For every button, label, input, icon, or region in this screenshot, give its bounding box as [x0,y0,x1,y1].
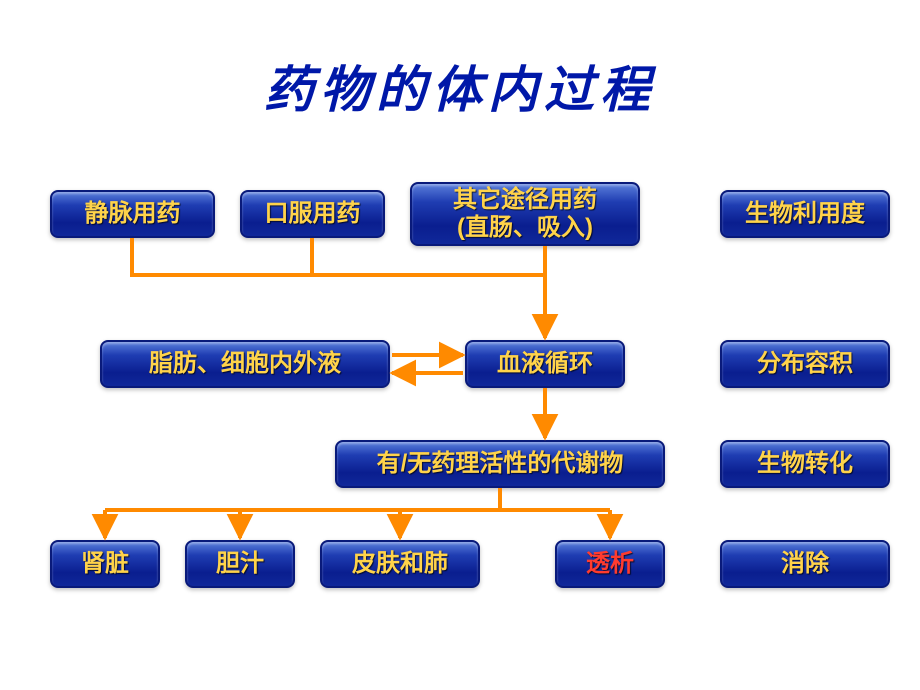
node-bile: 胆汁 [185,540,295,588]
node-iv: 静脉用药 [50,190,215,238]
node-fat-label: 脂肪、细胞内外液 [149,350,341,378]
node-iv-label: 静脉用药 [85,200,181,228]
node-metab-label: 有/无药理活性的代谢物 [377,450,624,478]
node-other-label: 其它途径用药 (直肠、吸入) [453,186,597,241]
node-elim-label: 消除 [781,550,829,578]
node-metab: 有/无药理活性的代谢物 [335,440,665,488]
node-skin-label: 皮肤和肺 [352,550,448,578]
node-oral: 口服用药 [240,190,385,238]
node-kidney: 肾脏 [50,540,160,588]
node-blood: 血液循环 [465,340,625,388]
page-title: 药物的体内过程 [0,50,920,122]
node-dialysis-label: 透析 [586,550,634,578]
node-other: 其它途径用药 (直肠、吸入) [410,182,640,246]
node-elim: 消除 [720,540,890,588]
node-dialysis: 透析 [555,540,665,588]
node-kidney-label: 肾脏 [81,550,129,578]
node-bile-label: 胆汁 [216,550,264,578]
node-oral-label: 口服用药 [265,200,361,228]
node-biotrans: 生物转化 [720,440,890,488]
node-bioavail-label: 生物利用度 [745,200,865,228]
node-vd-label: 分布容积 [757,350,853,378]
title-text: 药物的体内过程 [264,62,656,118]
node-biotrans-label: 生物转化 [757,450,853,478]
node-vd: 分布容积 [720,340,890,388]
node-bioavail: 生物利用度 [720,190,890,238]
node-blood-label: 血液循环 [497,350,593,378]
node-skin: 皮肤和肺 [320,540,480,588]
node-fat: 脂肪、细胞内外液 [100,340,390,388]
